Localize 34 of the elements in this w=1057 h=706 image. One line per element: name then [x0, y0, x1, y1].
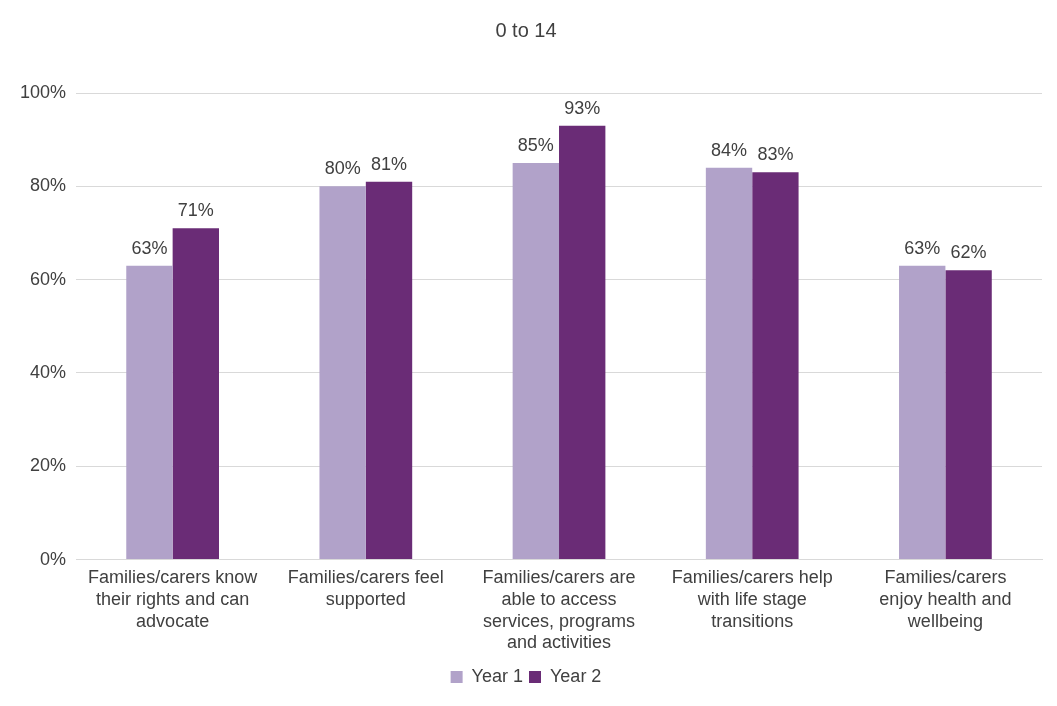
x-tick-label: Families/carers feel supported: [287, 567, 444, 609]
bar: [365, 181, 413, 560]
data-label: 62%: [950, 242, 987, 263]
data-label: 71%: [177, 200, 214, 221]
legend-label: Year 1: [471, 665, 524, 686]
bar: [559, 125, 606, 560]
bar: [126, 265, 173, 560]
data-label: 63%: [131, 237, 168, 258]
x-tick-label: Families/carers are able to access services, programs and activities: [482, 567, 636, 653]
bar: [705, 167, 753, 560]
data-label: 85%: [517, 134, 554, 155]
bar: [319, 186, 366, 560]
data-label: 84%: [711, 139, 748, 160]
x-tick-label: Families/carers know their rights and can advocate: [88, 567, 259, 631]
legend-label: Year 2: [550, 665, 602, 686]
y-tick-label: 40%: [30, 361, 67, 382]
data-label: 81%: [370, 153, 408, 174]
bar: [172, 228, 219, 560]
y-tick-label: 20%: [30, 455, 67, 476]
y-tick-label: 80%: [30, 175, 67, 196]
x-tick-label: Families/carers help with life stage transitions: [671, 567, 833, 631]
chart-title: 0 to 14: [495, 18, 557, 41]
data-label: 80%: [324, 158, 361, 179]
bar: [752, 172, 799, 560]
data-label: 83%: [757, 144, 794, 165]
bar: [512, 162, 560, 560]
data-label: 63%: [904, 237, 941, 258]
y-tick-label: 0%: [40, 548, 67, 569]
x-tick-label: Families/carers enjoy health and wellbeing: [879, 567, 1012, 631]
bar: [899, 265, 946, 560]
bar: [945, 270, 992, 560]
y-tick-label: 60%: [30, 268, 67, 289]
y-tick-label: 100%: [19, 81, 67, 102]
data-label: 93%: [564, 97, 601, 118]
